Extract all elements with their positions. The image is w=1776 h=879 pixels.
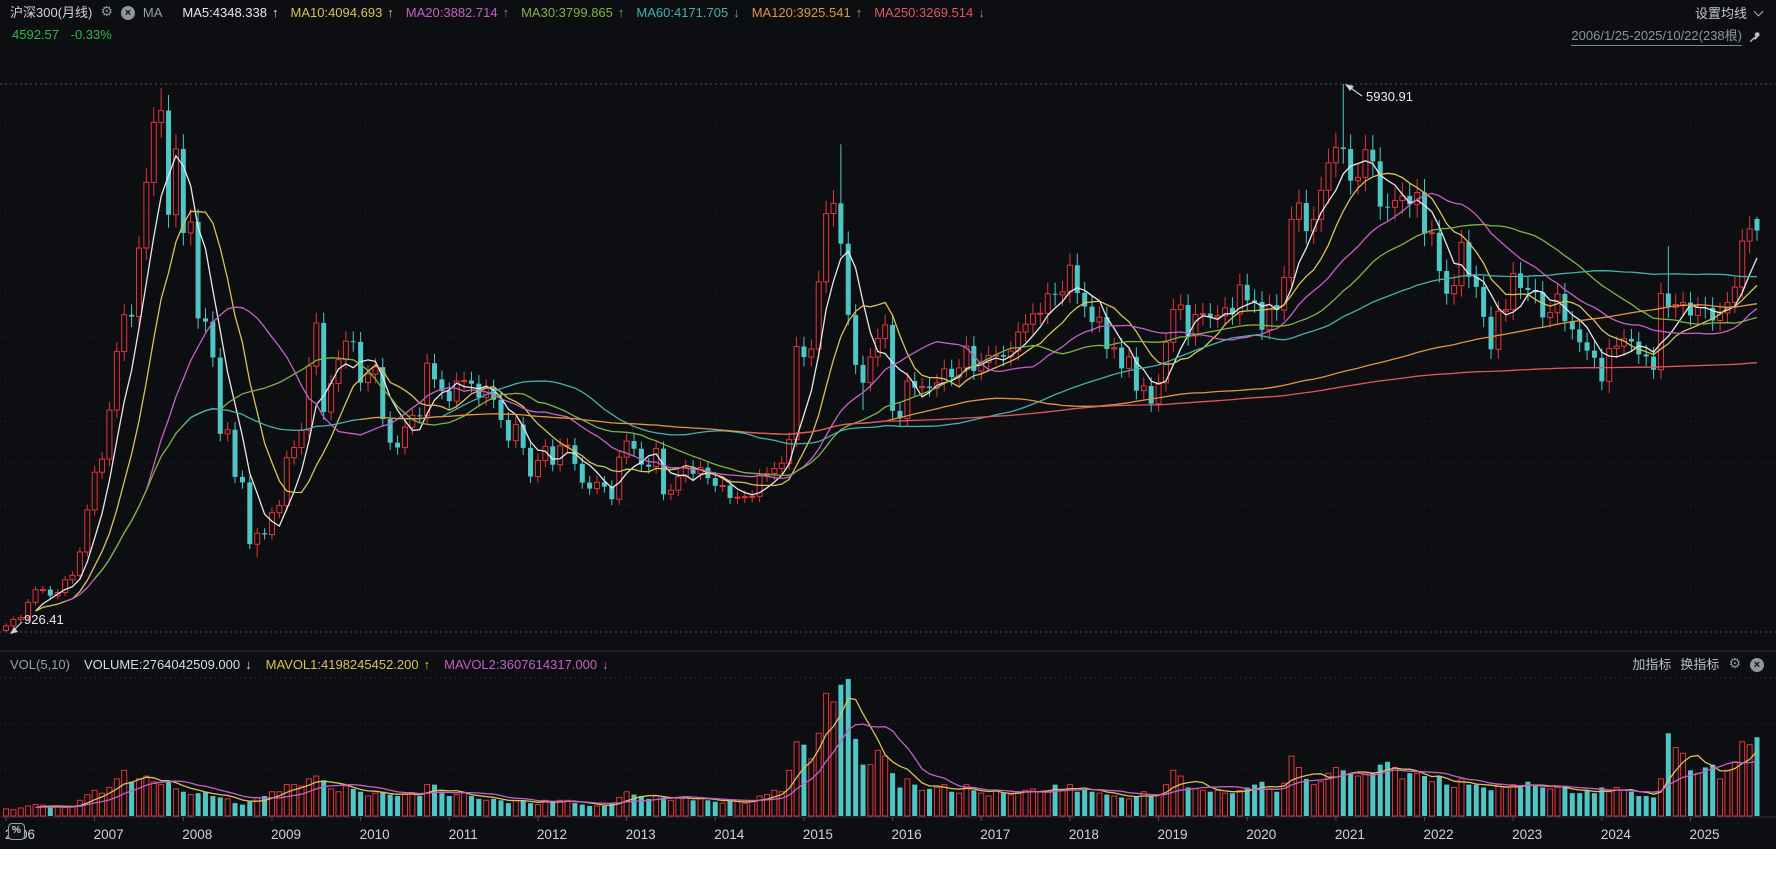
axis-year-label: 2025 xyxy=(1689,827,1719,842)
axis-year-label: 2014 xyxy=(714,827,745,842)
volume-gear-icon[interactable]: ⚙ xyxy=(1728,656,1741,672)
axis-year-label: 2022 xyxy=(1424,827,1454,842)
trend-arrow-icon: ↑ xyxy=(617,5,625,20)
ma-settings-label: 设置均线 xyxy=(1694,6,1747,21)
vol-indicator-label: VOL(5,10) xyxy=(10,657,70,672)
low-annotation: 926.41 xyxy=(24,612,64,627)
axis-year-label: 2009 xyxy=(271,827,301,842)
stock-chart-app: 2006200720082009201020112012201320142015… xyxy=(0,0,1776,849)
change-percent: -0.33% xyxy=(70,27,112,42)
switch-indicator-button[interactable]: 换指标 xyxy=(1680,657,1720,672)
close-icon[interactable]: × xyxy=(120,5,135,20)
trend-arrow-icon: ↓ xyxy=(978,5,985,20)
ma-item-ma5: MA5:4348.338 ↑ xyxy=(182,5,279,20)
indicator-header: 沪深300(月线) ⚙ × MA MA5:4348.338 ↑ MA10:4094.… xyxy=(10,4,985,21)
axis-year-label: 2010 xyxy=(360,827,390,842)
axis-year-label: 2015 xyxy=(803,827,833,842)
gear-icon[interactable]: ⚙ xyxy=(100,4,113,20)
date-range-control[interactable]: 2006/1/25-2025/10/22(238根) xyxy=(1571,27,1762,46)
chevron-down-icon xyxy=(1753,6,1764,17)
axis-year-label: 2007 xyxy=(94,827,124,842)
trend-arrow-icon: ↓ xyxy=(733,5,740,20)
vol-legend: VOLUME:2764042509.000 ↓ MAVOL1:4198245452.… xyxy=(70,656,609,673)
trend-arrow-icon: ↑ xyxy=(502,5,510,20)
axis-year-label: 2017 xyxy=(980,827,1010,842)
axis-year-label: 2011 xyxy=(449,827,478,842)
ma-settings-button[interactable]: 设置均线 xyxy=(1694,5,1764,22)
symbol-title: 沪深300(月线) xyxy=(10,5,93,20)
ma-item-ma120: MA120:3925.541 ↑ xyxy=(751,5,863,20)
axis-year-label: 2008 xyxy=(182,827,212,842)
axis-year-label: 2012 xyxy=(537,827,567,842)
ma-legend: MA5:4348.338 ↑ MA10:4094.693 ↑ MA20:3882.714… xyxy=(170,4,984,21)
volume-close-icon[interactable]: × xyxy=(1750,657,1764,672)
candlestick-chart-canvas[interactable]: 2006200720082009201020112012201320142015… xyxy=(0,0,1776,849)
add-indicator-button[interactable]: 加指标 xyxy=(1632,657,1672,672)
vol-item-mavol1: MAVOL1:4198245452.200 ↑ xyxy=(265,657,431,672)
percent-scale-icon[interactable]: % xyxy=(8,823,25,840)
ma-item-ma60: MA60:4171.705 ↓ xyxy=(636,5,740,20)
vol-item-volume: VOLUME:2764042509.000 ↓ xyxy=(83,657,252,672)
trend-arrow-icon: ↑ xyxy=(423,657,431,672)
axis-year-label: 2024 xyxy=(1601,827,1632,842)
ma-item-ma250: MA250:3269.514 ↓ xyxy=(874,5,985,20)
trend-arrow-icon: ↑ xyxy=(387,5,394,20)
trend-arrow-icon: ↑ xyxy=(855,5,863,20)
ma-group-label: MA xyxy=(142,5,163,20)
volume-header: VOL(5,10) VOLUME:2764042509.000 ↓ MAVOL1:4… xyxy=(10,656,609,673)
pin-icon[interactable] xyxy=(1748,30,1762,44)
ma-item-ma20: MA20:3882.714 ↑ xyxy=(405,5,510,20)
ma-item-ma10: MA10:4094.693 ↑ xyxy=(290,5,394,20)
high-annotation: 5930.91 xyxy=(1366,89,1413,104)
axis-year-label: 2020 xyxy=(1246,827,1276,842)
date-range-label[interactable]: 2006/1/25-2025/10/22(238根) xyxy=(1571,27,1742,46)
trend-arrow-icon: ↓ xyxy=(245,657,252,672)
trend-arrow-icon: ↓ xyxy=(602,657,609,672)
volume-pane-controls: 加指标 换指标 ⚙ × xyxy=(1632,656,1764,673)
axis-year-label: 2021 xyxy=(1335,827,1365,842)
current-price-row: 4592.57 -0.33% xyxy=(12,26,112,43)
vol-item-mavol2: MAVOL2:3607614317.000 ↓ xyxy=(444,657,609,672)
axis-year-label: 2019 xyxy=(1158,827,1188,842)
last-price: 4592.57 xyxy=(12,27,59,42)
trend-arrow-icon: ↑ xyxy=(272,5,279,20)
axis-year-label: 2013 xyxy=(626,827,656,842)
ma-item-ma30: MA30:3799.865 ↑ xyxy=(521,5,625,20)
axis-year-label: 2018 xyxy=(1069,827,1099,842)
axis-year-label: 2023 xyxy=(1512,827,1542,842)
axis-year-label: 2016 xyxy=(892,827,922,842)
